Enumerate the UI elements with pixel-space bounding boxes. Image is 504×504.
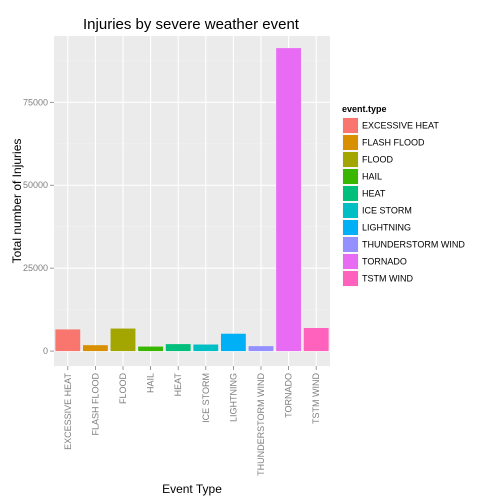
legend: event.type EXCESSIVE HEAT FLASH FLOOD FLOO… bbox=[341, 104, 465, 288]
x-tick-label: THUNDERSTORM WIND bbox=[256, 373, 266, 476]
legend-title: event.type bbox=[342, 104, 387, 114]
bar bbox=[165, 344, 191, 352]
x-tick-label: LIGHTNING bbox=[228, 373, 238, 422]
legend-label: TORNADO bbox=[362, 257, 407, 267]
x-tick-label: TORNADO bbox=[284, 373, 294, 418]
legend-swatch bbox=[343, 118, 358, 133]
x-tick-label: HAIL bbox=[146, 373, 156, 393]
legend-label: LIGHTNING bbox=[362, 223, 411, 233]
bar bbox=[220, 333, 246, 352]
bar bbox=[138, 346, 164, 352]
legend-label: TSTM WIND bbox=[362, 274, 413, 284]
chart-title: Injuries by severe weather event bbox=[83, 16, 300, 33]
x-tick-label: HEAT bbox=[173, 373, 183, 397]
bar bbox=[82, 345, 108, 352]
x-tick-label: EXCESSIVE HEAT bbox=[63, 373, 73, 450]
bar bbox=[276, 48, 302, 352]
bar bbox=[303, 328, 329, 352]
legend-swatch bbox=[343, 186, 358, 201]
y-tick-label: 50000 bbox=[23, 180, 48, 190]
legend-swatch bbox=[343, 271, 358, 286]
grid-lines bbox=[54, 36, 330, 366]
bar bbox=[110, 328, 136, 352]
x-tick-label: TSTM WIND bbox=[311, 373, 321, 424]
x-axis: EXCESSIVE HEAT FLASH FLOOD FLOOD HAIL HEAT IC… bbox=[63, 366, 321, 476]
legend-swatch bbox=[343, 254, 358, 269]
legend-swatch bbox=[343, 169, 358, 184]
y-tick-label: 75000 bbox=[23, 97, 48, 107]
legend-swatch bbox=[343, 203, 358, 218]
legend-label: THUNDERSTORM WIND bbox=[362, 240, 465, 250]
legend-swatch bbox=[343, 237, 358, 252]
bar bbox=[193, 344, 219, 352]
x-tick-label: ICE STORM bbox=[201, 373, 211, 423]
y-axis: 0 25000 50000 75000 bbox=[23, 97, 54, 356]
x-axis-title: Event Type bbox=[162, 482, 222, 496]
legend-label: EXCESSIVE HEAT bbox=[362, 121, 439, 131]
legend-swatch bbox=[343, 135, 358, 150]
y-tick-label: 25000 bbox=[23, 263, 48, 273]
legend-label: FLOOD bbox=[362, 155, 394, 165]
bars bbox=[55, 48, 329, 352]
x-tick-label: FLOOD bbox=[118, 373, 128, 405]
legend-label: FLASH FLOOD bbox=[362, 138, 425, 148]
legend-swatch bbox=[343, 152, 358, 167]
x-tick-label: FLASH FLOOD bbox=[90, 373, 100, 436]
legend-swatch bbox=[343, 220, 358, 235]
legend-label: HEAT bbox=[362, 189, 386, 199]
legend-label: ICE STORM bbox=[362, 206, 412, 216]
bar bbox=[55, 329, 81, 352]
bar bbox=[248, 346, 274, 352]
y-axis-title: Total number of Injuries bbox=[10, 139, 24, 264]
y-tick-label: 0 bbox=[43, 346, 48, 356]
legend-label: HAIL bbox=[362, 172, 382, 182]
